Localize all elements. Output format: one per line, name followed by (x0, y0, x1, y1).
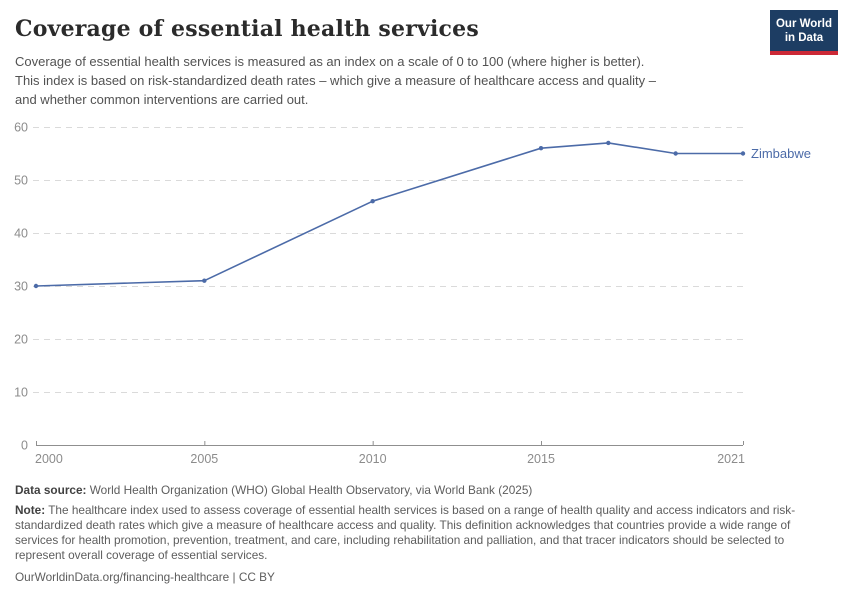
line-chart-svg[interactable]: 0 10 20 30 40 50 60 2000 2005 2010 2015 2021 Zimbabw… (0, 118, 850, 478)
subtitle-line: and whether common interventions are car… (15, 92, 309, 107)
subtitle-line: Coverage of essential health services is… (15, 54, 645, 69)
data-point-2019[interactable] (673, 151, 678, 156)
x-tick-label: 2010 (359, 452, 387, 466)
chart-header: Coverage of essential health services Co… (15, 10, 838, 109)
data-point-2017[interactable] (606, 140, 611, 146)
y-tick-label: 60 (14, 121, 28, 135)
data-point-2010[interactable] (370, 199, 375, 204)
note-text: The healthcare index used to assess cove… (15, 503, 796, 562)
owid-url-link[interactable]: OurWorldinData.org/financing-healthcare (15, 570, 230, 584)
data-point-2021[interactable] (740, 151, 746, 156)
x-tick-label: 2005 (190, 452, 218, 466)
y-tick-label: 0 (21, 439, 28, 453)
chart-footer: Data source: World Health Organization (… (15, 483, 835, 585)
x-tick-label: 2021 (717, 452, 745, 466)
y-tick-label: 10 (14, 386, 28, 400)
owid-logo-line1: Our World (775, 18, 832, 30)
attribution-line: OurWorldinData.org/financing-healthcare … (15, 570, 835, 585)
chart-subtitle: Coverage of essential health services is… (15, 52, 760, 109)
note-line: Note: The healthcare index used to asses… (15, 503, 835, 563)
series-end-label[interactable]: Zimbabwe (751, 146, 811, 161)
data-source-line: Data source: World Health Organization (… (15, 483, 835, 498)
subtitle-line: This index is based on risk-standardized… (15, 73, 656, 88)
data-point-2000[interactable] (33, 283, 39, 289)
data-source-text: World Health Organization (WHO) Global H… (86, 483, 533, 497)
y-tick-label: 50 (14, 174, 28, 188)
y-tick-label: 30 (14, 280, 28, 294)
data-point-2015[interactable] (538, 146, 544, 151)
owid-logo-line2: in Data (784, 32, 824, 44)
note-label: Note: (15, 503, 46, 517)
data-point-2005[interactable] (202, 278, 207, 283)
data-source-label: Data source: (15, 483, 87, 497)
x-tick-label: 2015 (527, 452, 555, 466)
y-tick-label: 40 (14, 227, 28, 241)
attribution-separator: | (229, 570, 239, 584)
chart-title: Coverage of essential health services (15, 16, 479, 42)
series-line-zimbabwe[interactable] (35, 142, 743, 287)
y-tick-label: 20 (14, 333, 28, 347)
owid-logo[interactable]: Our World in Data (770, 10, 838, 55)
x-tick-label: 2000 (35, 452, 63, 466)
license-label: CC BY (238, 570, 275, 584)
